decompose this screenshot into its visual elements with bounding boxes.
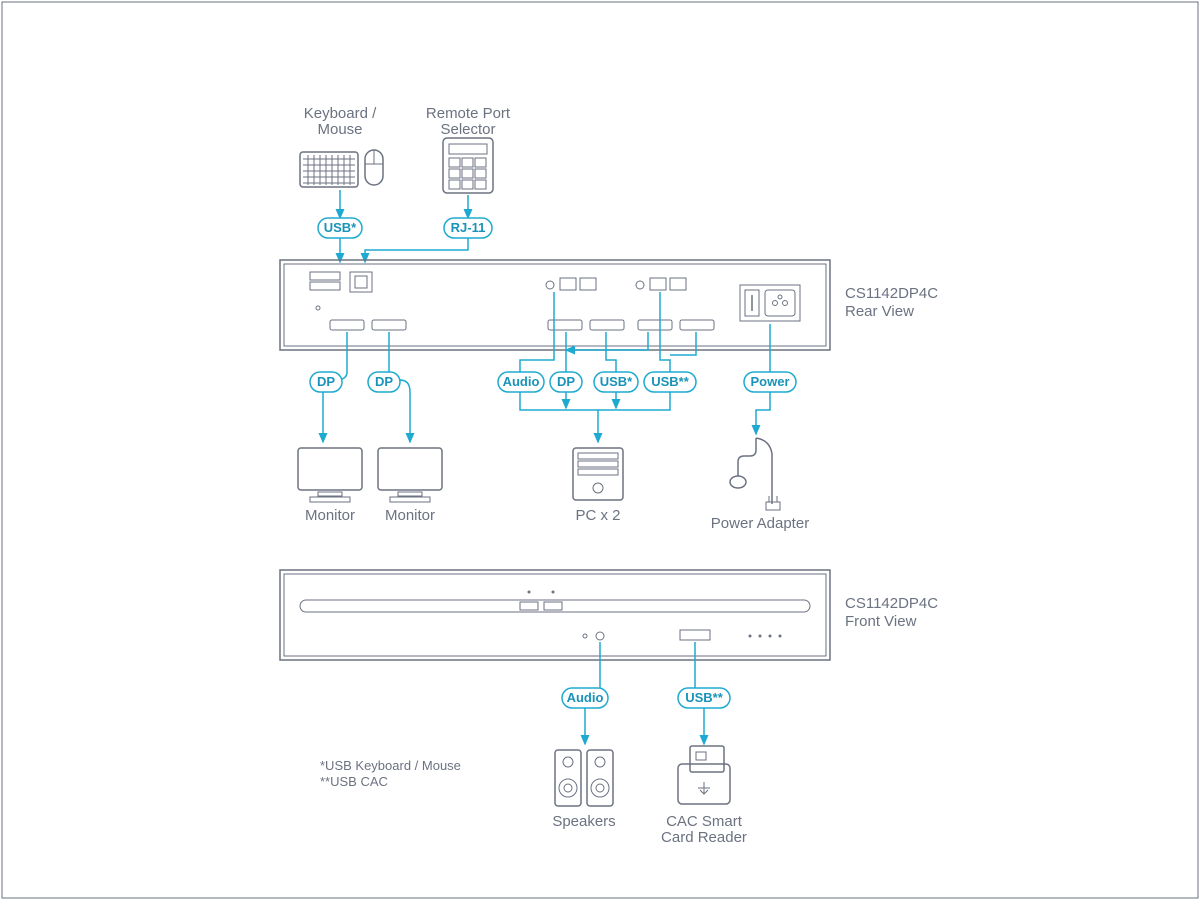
rps-label-2: Selector xyxy=(440,121,495,138)
front-panel xyxy=(280,570,830,660)
front-label-1: CS1142DP4C xyxy=(845,595,938,612)
pill-usb-star-txt: USB* xyxy=(600,374,633,389)
mouse-icon xyxy=(365,150,383,185)
pill-dp3-txt: DP xyxy=(557,374,575,389)
rear-panel xyxy=(280,260,830,350)
cac-reader-icon xyxy=(678,746,730,804)
pill-usb-front-txt: USB** xyxy=(685,690,724,705)
speakers-label: Speakers xyxy=(552,813,615,830)
footnote-1: *USB Keyboard / Mouse xyxy=(320,758,461,773)
kbm-label-1: Keyboard / xyxy=(304,105,377,122)
pill-usb-top-txt: USB* xyxy=(324,220,357,235)
diagram-frame xyxy=(2,2,1198,898)
keyboard-icon xyxy=(300,152,358,187)
monitor1-icon xyxy=(298,448,362,502)
pill-audio-front-txt: Audio xyxy=(567,690,604,705)
connection-diagram: Keyboard / Mouse Remote Port Selector xyxy=(0,0,1200,900)
cac-label-2: Card Reader xyxy=(661,829,747,846)
kbm-label-2: Mouse xyxy=(317,121,362,138)
speakers-icon xyxy=(555,750,613,806)
pc-label: PC x 2 xyxy=(575,507,620,524)
monitor1-label: Monitor xyxy=(305,507,355,524)
monitor2-icon xyxy=(378,448,442,502)
rps-label-1: Remote Port xyxy=(426,105,511,122)
pill-power-txt: Power xyxy=(750,374,789,389)
power-adapter-label: Power Adapter xyxy=(711,515,809,532)
cac-label-1: CAC Smart xyxy=(666,813,743,830)
pill-usb-dstar-txt: USB** xyxy=(651,374,690,389)
monitor2-label: Monitor xyxy=(385,507,435,524)
pill-rj11-txt: RJ-11 xyxy=(451,220,486,235)
pc-icon xyxy=(573,448,623,500)
pill-dp1-txt: DP xyxy=(317,374,335,389)
rear-label-1: CS1142DP4C xyxy=(845,285,938,302)
pill-audio-txt: Audio xyxy=(503,374,540,389)
remote-selector-icon xyxy=(443,138,493,193)
power-adapter-icon xyxy=(730,438,780,510)
footnote-2: **USB CAC xyxy=(320,774,388,789)
front-label-2: Front View xyxy=(845,613,917,630)
pill-dp2-txt: DP xyxy=(375,374,393,389)
rear-label-2: Rear View xyxy=(845,303,914,320)
